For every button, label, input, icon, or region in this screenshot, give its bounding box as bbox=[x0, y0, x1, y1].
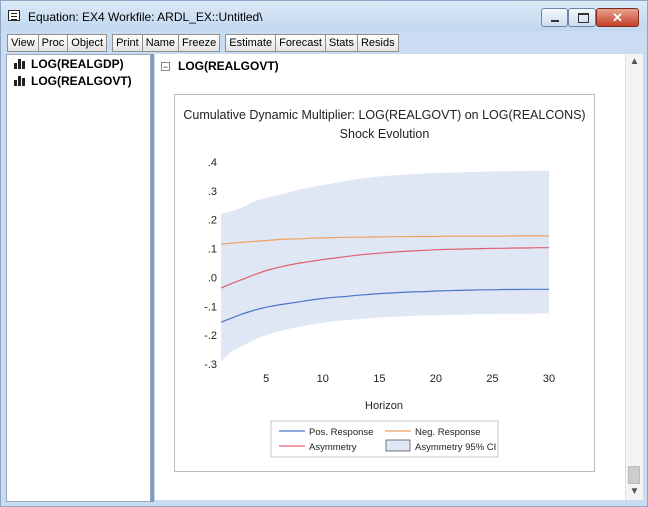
minimize-icon bbox=[551, 20, 559, 22]
vertical-scrollbar[interactable]: ▲ ▼ bbox=[625, 54, 643, 500]
scroll-down-icon[interactable]: ▼ bbox=[629, 486, 640, 497]
estimate-button[interactable]: Estimate bbox=[225, 34, 277, 52]
window-title: Equation: EX4 Workfile: ARDL_EX::Untitle… bbox=[28, 10, 263, 24]
x-tick-label: 20 bbox=[430, 373, 442, 385]
series-line-asymmetry bbox=[220, 247, 549, 289]
tree-pane: LOG(REALGDP) LOG(REALGOVT) bbox=[6, 54, 151, 502]
graph-icon bbox=[13, 75, 27, 86]
series-line-neg-response bbox=[220, 235, 549, 245]
series-line-pos-response bbox=[220, 288, 549, 323]
chart-title: Cumulative Dynamic Multiplier: LOG(REALG… bbox=[183, 108, 585, 122]
object-button[interactable]: Object bbox=[68, 34, 108, 52]
toolbar: View Proc Object Print Name Freeze Estim… bbox=[7, 34, 399, 52]
forecast-button[interactable]: Forecast bbox=[276, 34, 326, 52]
view-button[interactable]: View bbox=[7, 34, 39, 52]
close-icon: ✕ bbox=[612, 10, 623, 25]
legend-label: Asymmetry bbox=[309, 442, 357, 453]
legend-label: Neg. Response bbox=[415, 427, 480, 438]
pane-splitter[interactable] bbox=[151, 54, 154, 502]
section-title: LOG(REALGOVT) bbox=[178, 59, 279, 73]
y-tick-label: -.1 bbox=[204, 301, 217, 313]
scroll-thumb[interactable] bbox=[628, 466, 640, 484]
proc-button[interactable]: Proc bbox=[38, 34, 69, 52]
y-tick-label: .1 bbox=[208, 244, 217, 256]
graph-frame: Cumulative Dynamic Multiplier: LOG(REALG… bbox=[174, 94, 595, 472]
title-bar[interactable]: Equation: EX4 Workfile: ARDL_EX::Untitle… bbox=[1, 1, 647, 31]
output-pane: − LOG(REALGOVT) Cumulative Dynamic Multi… bbox=[155, 54, 625, 500]
y-tick-label: .4 bbox=[208, 157, 217, 169]
y-tick-label: -.2 bbox=[204, 330, 217, 342]
graph-icon bbox=[13, 58, 27, 69]
confidence-band bbox=[221, 170, 549, 362]
section-header: − LOG(REALGOVT) bbox=[161, 59, 279, 73]
y-tick-label: .2 bbox=[208, 215, 217, 227]
scroll-up-icon[interactable]: ▲ bbox=[629, 56, 640, 67]
resids-button[interactable]: Resids bbox=[357, 34, 399, 52]
y-tick-label: .3 bbox=[208, 186, 217, 198]
tree-item-realgdp[interactable]: LOG(REALGDP) bbox=[13, 56, 124, 71]
minimize-button[interactable] bbox=[541, 8, 568, 27]
maximize-button[interactable] bbox=[568, 8, 596, 27]
tree-item-realgovt[interactable]: LOG(REALGOVT) bbox=[13, 73, 132, 88]
stats-button[interactable]: Stats bbox=[325, 34, 358, 52]
x-tick-label: 15 bbox=[373, 373, 385, 385]
cumulative-multiplier-chart: Cumulative Dynamic Multiplier: LOG(REALG… bbox=[183, 108, 586, 458]
legend-box bbox=[270, 420, 499, 458]
x-tick-label: 5 bbox=[263, 373, 269, 385]
legend-swatch bbox=[385, 439, 411, 452]
y-tick-label: -.3 bbox=[204, 359, 217, 371]
x-axis-label: Horizon bbox=[365, 400, 403, 412]
maximize-icon bbox=[578, 13, 589, 23]
system-menu-icon[interactable] bbox=[8, 10, 20, 21]
chart-subtitle: Shock Evolution bbox=[340, 127, 430, 141]
name-button[interactable]: Name bbox=[142, 34, 180, 52]
legend-label: Asymmetry 95% CI bbox=[415, 442, 496, 453]
x-tick-label: 30 bbox=[543, 373, 555, 385]
x-tick-label: 10 bbox=[317, 373, 329, 385]
close-button[interactable]: ✕ bbox=[596, 8, 639, 27]
tree-item-label: LOG(REALGOVT) bbox=[31, 73, 132, 88]
x-tick-label: 25 bbox=[486, 373, 498, 385]
tree-item-label: LOG(REALGDP) bbox=[31, 56, 124, 71]
y-tick-label: .0 bbox=[208, 272, 217, 284]
legend-label: Pos. Response bbox=[309, 427, 373, 438]
print-button[interactable]: Print bbox=[112, 34, 143, 52]
freeze-button[interactable]: Freeze bbox=[179, 34, 221, 52]
collapse-icon[interactable]: − bbox=[161, 61, 170, 72]
